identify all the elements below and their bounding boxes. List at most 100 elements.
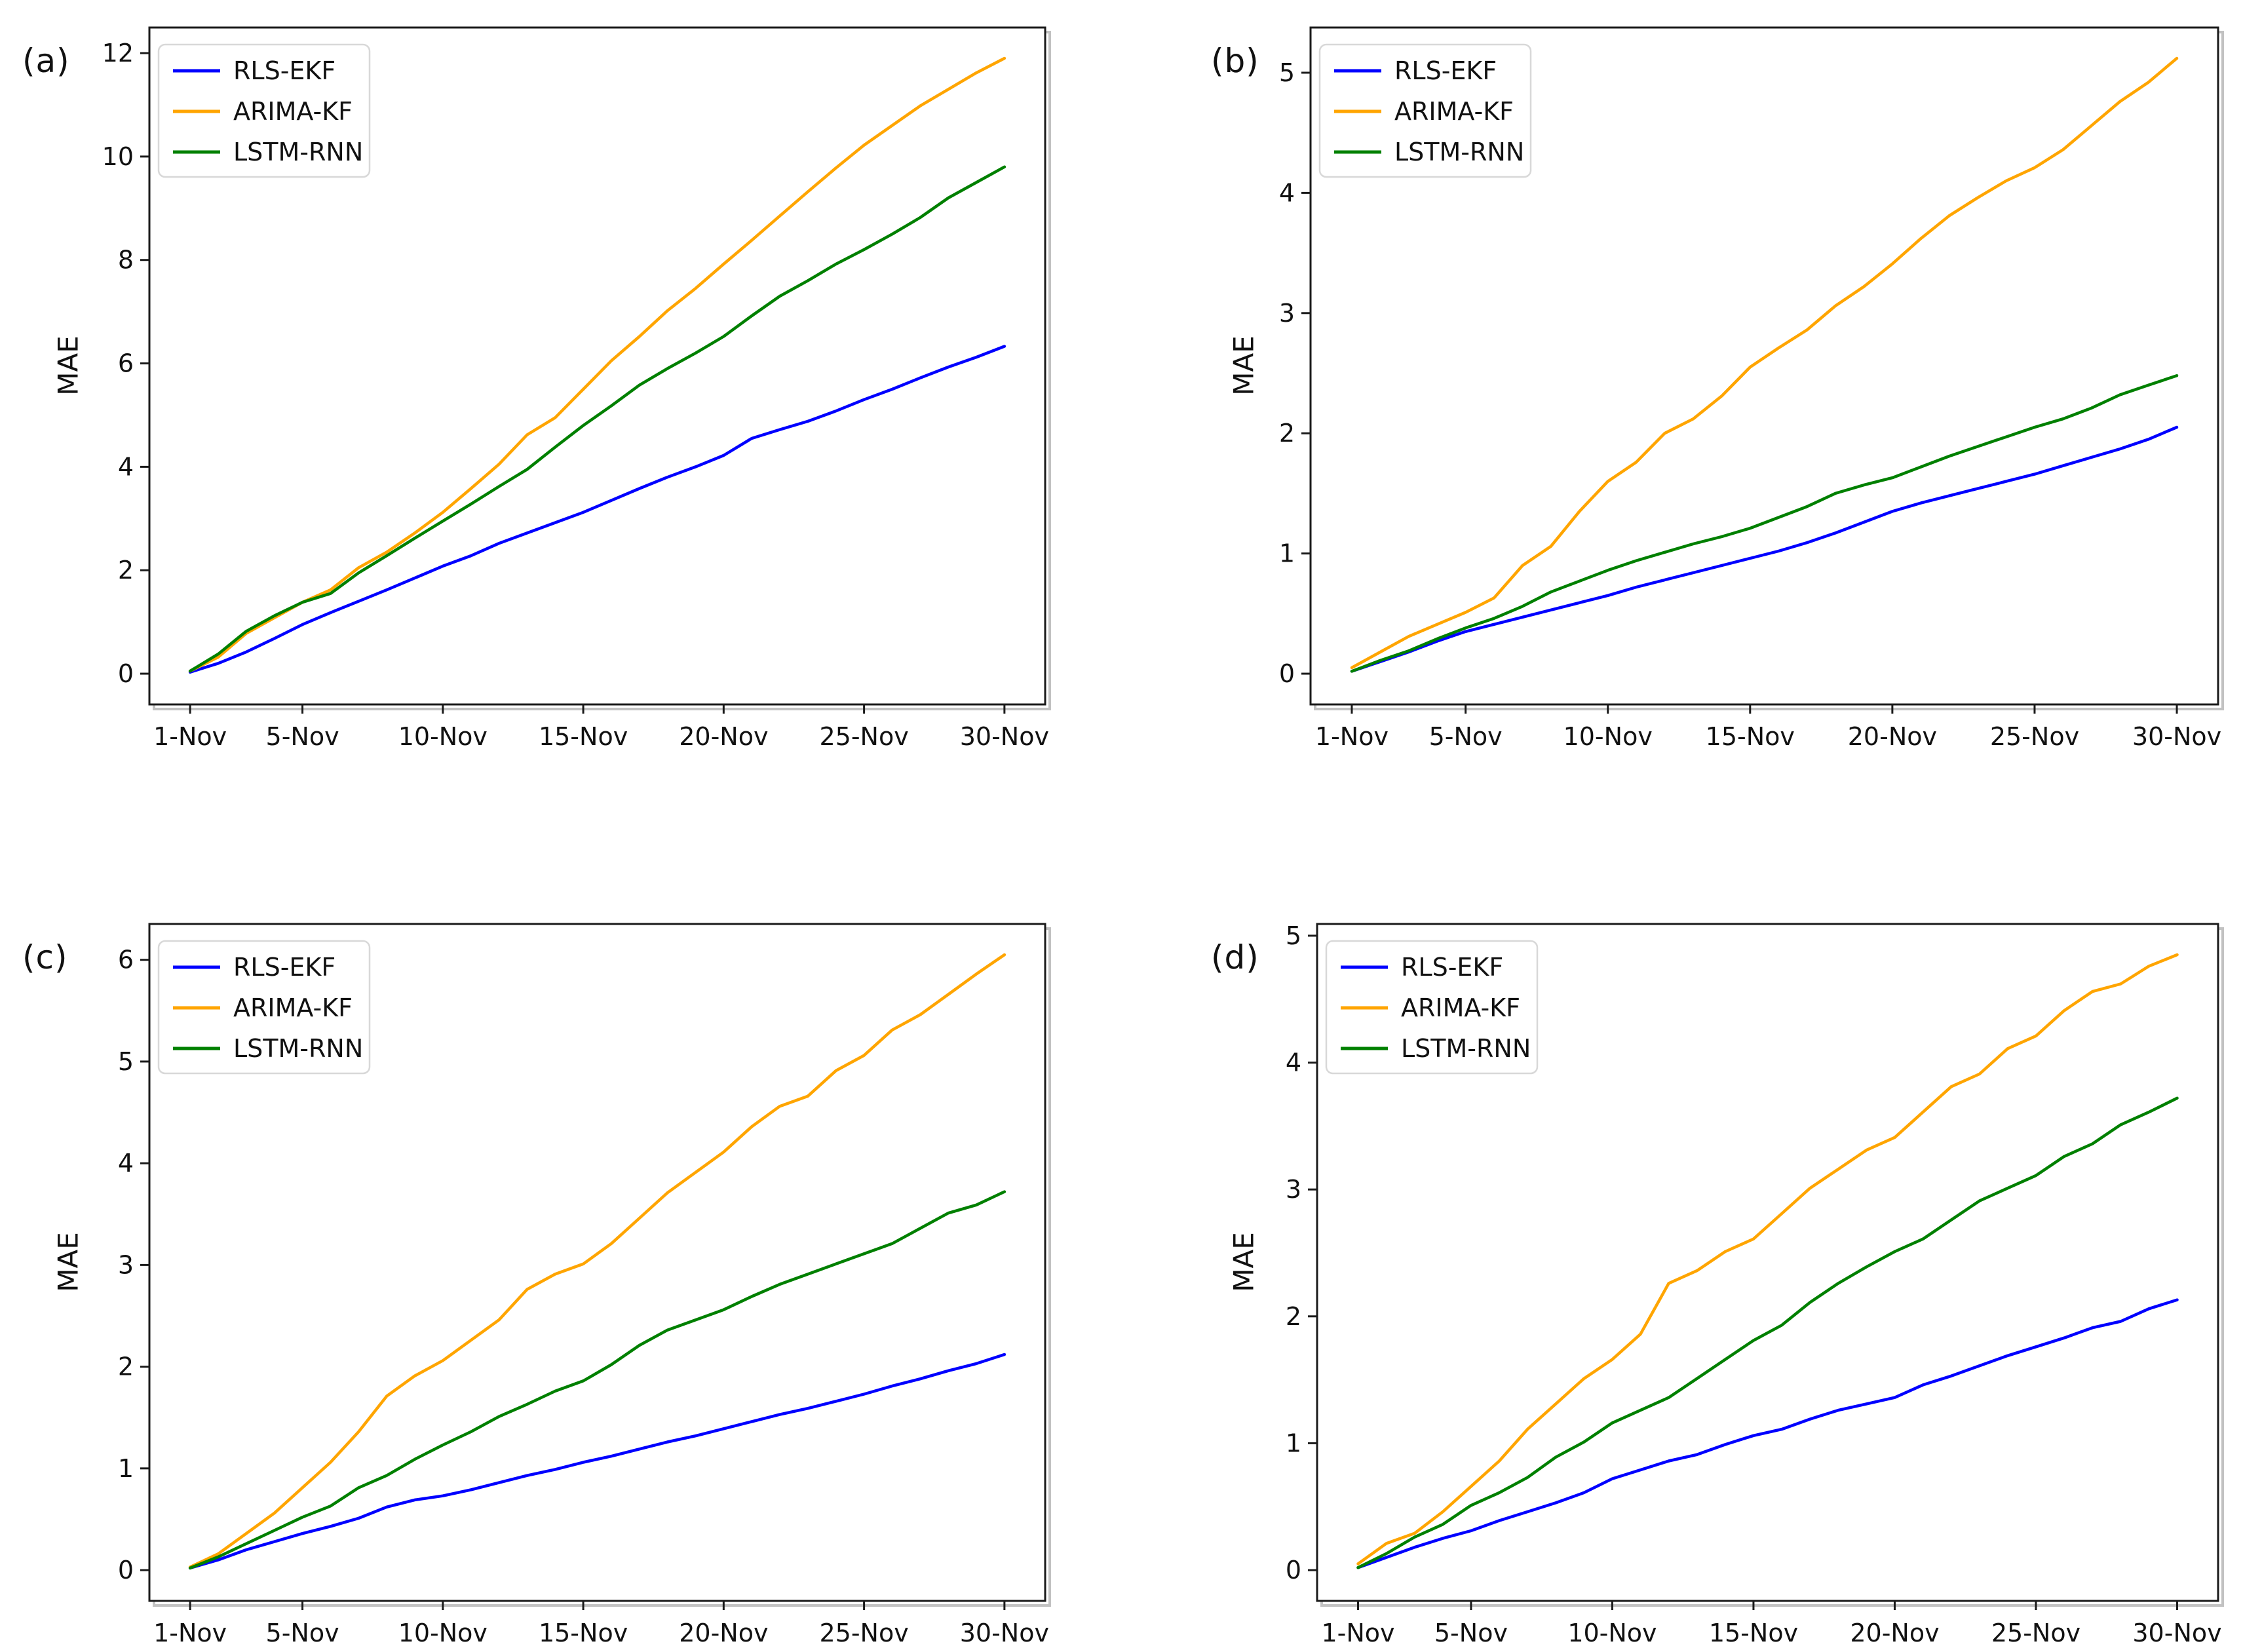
- panel-label-b: (b): [1211, 42, 1259, 80]
- series-line-lstm-rnn: [1350, 374, 2179, 673]
- legend-label-lstm-rnn: LSTM-RNN: [233, 1034, 363, 1063]
- series-line-arima-kf: [1356, 953, 2179, 1566]
- x-tick-label: 20-Nov: [679, 722, 768, 751]
- y-tick-label: 8: [118, 246, 134, 275]
- y-tick-label: 2: [118, 556, 134, 585]
- y-tick-label: 5: [118, 1047, 134, 1076]
- y-tick-label: 1: [118, 1454, 134, 1483]
- panel-label-d: (d): [1211, 938, 1259, 976]
- legend-box: [1318, 43, 1532, 178]
- x-tick-label: 25-Nov: [819, 1619, 908, 1647]
- x-tick-label: 5-Nov: [1434, 1619, 1508, 1647]
- y-axis-title-a: MAE: [52, 336, 85, 396]
- x-tick-label: 15-Nov: [539, 722, 628, 751]
- legend: RLS-EKF ARIMA-KF LSTM-RNN: [1325, 940, 1539, 1075]
- x-tick-label: 15-Nov: [539, 1619, 628, 1647]
- x-tick-label: 10-Nov: [398, 722, 488, 751]
- legend-label-arima-kf: ARIMA-KF: [233, 993, 353, 1022]
- legend-label-rls-ekf: RLS-EKF: [1394, 56, 1497, 85]
- x-tick-label: 1-Nov: [1315, 722, 1389, 751]
- chart-panel-c: 0 1 2 3 4 5 6 1-Nov 5-Nov 10-Nov 15-Nov 20-Nov 25-No…: [118, 923, 1051, 1647]
- y-tick-label: 4: [1279, 178, 1295, 207]
- x-tick-label: 20-Nov: [679, 1619, 768, 1647]
- y-tick-label: 6: [118, 349, 134, 378]
- x-tick-label: 1-Nov: [153, 722, 227, 751]
- y-tick-label: 2: [1286, 1302, 1301, 1331]
- x-tick-label: 25-Nov: [1991, 1619, 2080, 1647]
- y-tick-label: 0: [118, 1556, 134, 1585]
- x-tick-label: 30-Nov: [960, 722, 1049, 751]
- chart-panel-a: 0 2 4 6 8 10 12 1-Nov 5-Nov 10-Nov 15-Nov 20-Nov 25-…: [102, 26, 1051, 751]
- y-tick-label: 3: [1286, 1175, 1301, 1204]
- series-line-arima-kf: [1350, 56, 2179, 670]
- x-tick-label: 20-Nov: [1850, 1619, 1939, 1647]
- y-tick-label: 12: [102, 39, 134, 67]
- panel-label-a: (a): [22, 42, 70, 80]
- y-tick-label: 4: [118, 452, 134, 481]
- x-tick-label: 25-Nov: [1990, 722, 2079, 751]
- y-tick-label: 0: [118, 659, 134, 688]
- plot-frame: [148, 26, 1046, 706]
- legend: RLS-EKF ARIMA-KF LSTM-RNN: [157, 940, 371, 1075]
- y-axis-title-b: MAE: [1227, 336, 1260, 396]
- legend-box: [157, 940, 371, 1075]
- legend-label-lstm-rnn: LSTM-RNN: [233, 138, 363, 166]
- x-tick-label: 1-Nov: [153, 1619, 227, 1647]
- x-tick-label: 1-Nov: [1321, 1619, 1394, 1647]
- plot-frame: [1316, 923, 2219, 1602]
- x-tick-label: 10-Nov: [1563, 722, 1653, 751]
- y-axis-title-d: MAE: [1227, 1232, 1260, 1292]
- legend-label-rls-ekf: RLS-EKF: [1401, 953, 1503, 982]
- legend-label-rls-ekf: RLS-EKF: [233, 953, 335, 982]
- y-axis-title-c: MAE: [52, 1232, 85, 1292]
- y-tick-label: 10: [102, 142, 134, 171]
- legend-box: [157, 43, 371, 178]
- x-tick-label: 15-Nov: [1709, 1619, 1798, 1647]
- x-tick-label: 30-Nov: [2132, 722, 2221, 751]
- x-tick-label: 30-Nov: [960, 1619, 1049, 1647]
- series-line-arima-kf: [188, 953, 1006, 1569]
- series-line-lstm-rnn: [188, 1190, 1006, 1570]
- series-line-rls-ekf: [1356, 1298, 2179, 1569]
- y-tick-label: 5: [1279, 58, 1295, 87]
- x-tick-label: 10-Nov: [398, 1619, 488, 1647]
- series-line-rls-ekf: [188, 345, 1006, 674]
- legend-label-arima-kf: ARIMA-KF: [233, 97, 353, 126]
- legend-box: [1325, 940, 1539, 1075]
- y-tick-label: 4: [1286, 1048, 1301, 1077]
- series-line-arima-kf: [188, 56, 1006, 673]
- plot-frame: [1309, 26, 2219, 706]
- legend-label-arima-kf: ARIMA-KF: [1401, 993, 1520, 1022]
- y-tick-label: 0: [1286, 1556, 1301, 1585]
- x-tick-label: 10-Nov: [1567, 1619, 1657, 1647]
- y-tick-label: 6: [118, 946, 134, 974]
- y-tick-label: 1: [1279, 539, 1295, 568]
- x-tick-label: 15-Nov: [1706, 722, 1795, 751]
- chart-panel-b: 0 1 2 3 4 5 1-Nov 5-Nov 10-Nov 15-Nov 20-Nov 25-Nov…: [1279, 26, 2224, 751]
- panel-label-c: (c): [22, 938, 68, 976]
- y-tick-label: 3: [118, 1250, 134, 1279]
- x-tick-label: 25-Nov: [819, 722, 908, 751]
- series-line-rls-ekf: [1350, 425, 2179, 673]
- legend: RLS-EKF ARIMA-KF LSTM-RNN: [157, 43, 371, 178]
- chart-panel-d: 0 1 2 3 4 5 1-Nov 5-Nov 10-Nov 15-Nov 20-Nov 25-Nov…: [1286, 921, 2224, 1647]
- x-tick-label: 20-Nov: [1848, 722, 1937, 751]
- legend-label-lstm-rnn: LSTM-RNN: [1401, 1034, 1531, 1063]
- y-tick-label: 1: [1286, 1429, 1301, 1457]
- legend-label-arima-kf: ARIMA-KF: [1394, 97, 1514, 126]
- y-tick-label: 3: [1279, 299, 1295, 328]
- legend-label-lstm-rnn: LSTM-RNN: [1394, 138, 1524, 166]
- y-tick-label: 2: [1279, 419, 1295, 448]
- legend-label-rls-ekf: RLS-EKF: [233, 56, 335, 85]
- series-line-lstm-rnn: [188, 165, 1006, 673]
- plot-frame: [148, 923, 1046, 1602]
- y-tick-label: 4: [118, 1149, 134, 1178]
- y-tick-label: 0: [1279, 659, 1295, 688]
- x-tick-label: 5-Nov: [1429, 722, 1503, 751]
- x-tick-label: 5-Nov: [266, 1619, 339, 1647]
- y-tick-label: 5: [1286, 921, 1301, 950]
- x-tick-label: 5-Nov: [266, 722, 339, 751]
- y-tick-label: 2: [118, 1353, 134, 1381]
